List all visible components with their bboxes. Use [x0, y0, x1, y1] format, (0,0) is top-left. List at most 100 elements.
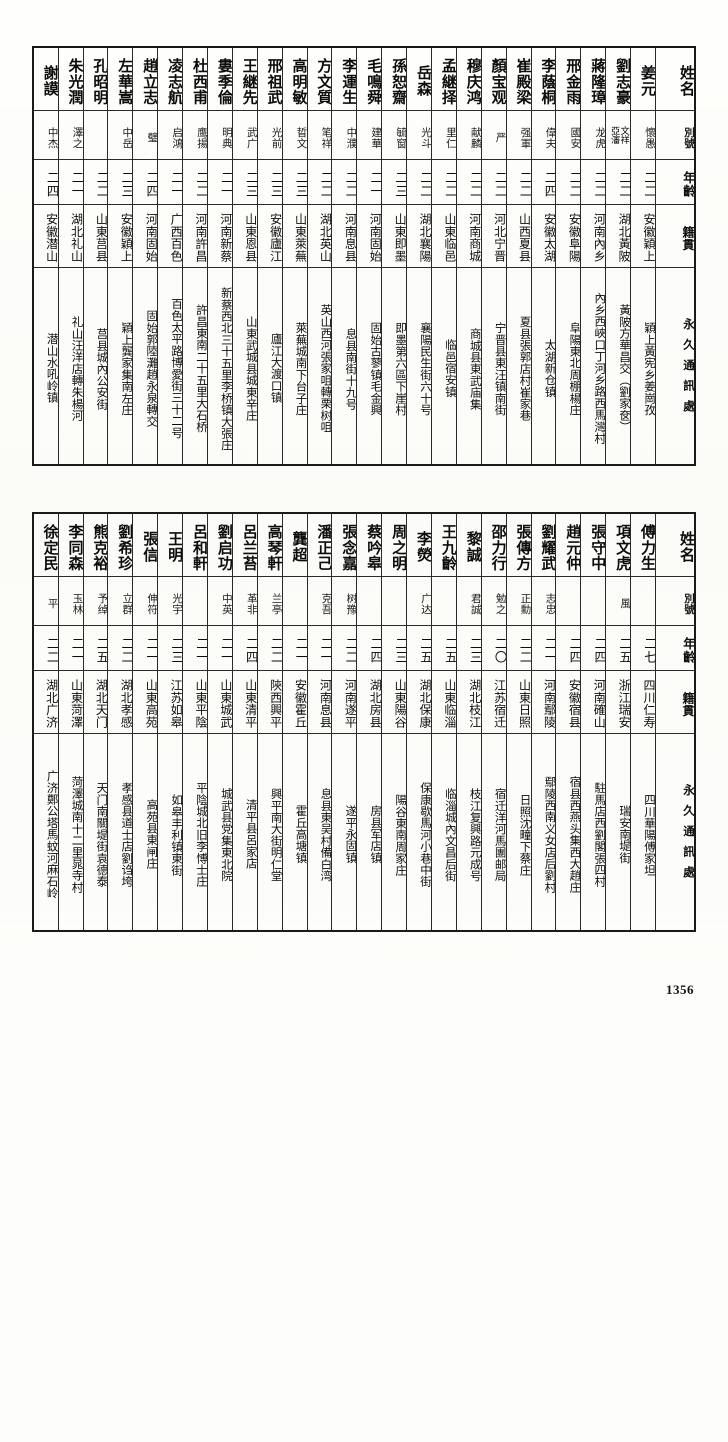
roster-value-address: 穎上黃宪乡姜崗孜	[643, 321, 655, 416]
roster-cell-age: 二三	[157, 625, 184, 671]
roster-value-origin: 河南許昌	[193, 213, 207, 263]
roster-cell-age: 二一	[132, 625, 159, 671]
roster-cell-age: 二二	[480, 159, 507, 205]
roster-value-name: 朱光潤	[66, 57, 83, 105]
roster-value-address: 駐馬店西劉閣張四村	[593, 781, 606, 888]
roster-cell-name: 毛鳴舜	[356, 46, 383, 111]
roster-value-origin: 山東即墨	[393, 213, 407, 263]
roster-cell-age: 二二	[306, 159, 333, 205]
roster-value-alias: 立群	[121, 592, 133, 615]
roster-cell-name: 高明敏	[281, 46, 308, 111]
roster-cell-name: 顏宝观	[480, 46, 507, 111]
roster-value-address: 莒县城內公安街	[95, 327, 108, 410]
roster-cell-address: 房县军店镇	[356, 733, 383, 932]
roster-value-name: 岳森	[414, 65, 431, 97]
roster-cell-name: 左華嵩	[107, 46, 134, 111]
roster-value-age: 二二	[343, 636, 357, 664]
roster-cell-age: 二三	[256, 159, 283, 205]
roster-cell-address: 菏澤城南十二里晁寺村	[57, 733, 84, 932]
roster-cell-origin: 河南固始	[356, 204, 383, 268]
roster-cell-age: 二一	[57, 159, 84, 205]
roster-value-address: 临淄城內文昌后街	[443, 787, 456, 882]
roster-value-name: 龔超	[290, 531, 307, 563]
roster-cell-address: 阜陽東北周棚楊庄	[555, 267, 582, 466]
roster-value-age: 二二	[268, 636, 282, 664]
roster-value-alias: 克吾	[320, 592, 332, 615]
roster-cell-alias: 兰亭	[256, 576, 283, 626]
roster-value-name: 劉希珍	[116, 523, 133, 571]
roster-cell-name: 周之明	[381, 512, 408, 577]
roster-value-address: 宿县西燕头集西大趙庄	[568, 776, 581, 893]
roster-cell-origin: 河南內乡	[580, 204, 607, 268]
roster-cell-alias: 澤之	[57, 110, 84, 160]
roster-value-age: 二二	[318, 170, 332, 198]
roster-cell-age: 二二	[82, 159, 109, 205]
roster-value-alias: 懷愚	[644, 126, 655, 149]
roster-cell-address: 固始古蓼镇毛金興	[356, 267, 383, 466]
roster-cell-age: 二五	[82, 625, 109, 671]
roster-value-origin: 山東清平	[243, 679, 257, 729]
roster-cell-alias	[281, 576, 308, 626]
roster-value-address: 黃陂方華昌交（劉家奁）	[618, 304, 631, 433]
roster-cell-alias: 广达	[406, 576, 432, 626]
column-header-label: 年齡	[681, 170, 694, 198]
roster-value-origin: 湖北英山	[318, 213, 332, 263]
roster-cell-age: 二二	[505, 159, 532, 205]
roster-value-age: 二一	[293, 636, 307, 664]
roster-value-alias: 光斗	[419, 126, 431, 149]
roster-value-alias: 勉之	[494, 592, 506, 615]
roster-cell-age: 二一	[57, 625, 84, 671]
roster-table-top: 姓名 姜元 劉志豪 蔣隆璋 邢金雨 李蔭桐 崔殿梁 顏宝观 穆庆鸿 孟継择 岳森 孫恕齋 毛鳴舜 李運生方…	[32, 46, 696, 466]
roster-cell-name: 熊克裕	[82, 512, 109, 577]
roster-value-alias: 中濮	[345, 126, 357, 149]
roster-cell-age: 二三	[455, 625, 482, 671]
roster-value-origin: 江苏宿迁	[492, 679, 506, 729]
roster-cell-address: 高苑县東闸庄	[132, 733, 159, 932]
roster-cell-name: 李運生	[331, 46, 358, 111]
roster-value-origin: 湖北广济	[44, 679, 58, 729]
roster-value-address: 襄陽民生街六十号	[418, 321, 431, 416]
roster-cell-name: 姜元	[630, 46, 656, 111]
roster-value-alias: 正勳	[519, 592, 531, 615]
roster-value-address: 穎上龔家集南左庄	[120, 321, 133, 416]
roster-value-name: 邢金雨	[564, 57, 581, 105]
roster-cell-origin: 河南鄢陵	[530, 670, 557, 734]
roster-cell-alias: 鹰揚	[182, 110, 208, 160]
roster-value-address: 即墨第六區下崖村	[394, 321, 407, 416]
roster-cell-address: 興平南大街明仁堂	[256, 733, 283, 932]
roster-value-origin: 山東平陰	[193, 679, 207, 729]
roster-cell-address: 襄陽民生街六十号	[406, 267, 432, 466]
roster-value-name: 高琴軒	[265, 523, 282, 571]
roster-value-age: 二三	[119, 170, 133, 198]
roster-cell-alias: 勉之	[480, 576, 507, 626]
roster-value-age: 二二	[492, 170, 506, 198]
roster-cell-address: 枝江复興路元成号	[455, 733, 482, 932]
roster-cell-age: 二二	[455, 159, 482, 205]
roster-cell-origin: 四川仁寿	[630, 670, 656, 734]
roster-value-age: 二五	[442, 636, 456, 664]
roster-value-origin: 湖北黃陂	[617, 213, 631, 263]
roster-cell-origin: 山東临淄	[430, 670, 457, 734]
roster-cell-age: 二二	[605, 159, 632, 205]
roster-value-origin: 山東陽谷	[393, 679, 407, 729]
roster-value-address: 瑞安南堤街	[618, 805, 631, 864]
roster-value-age: 二三	[467, 636, 481, 664]
roster-cell-age: 二五	[430, 625, 457, 671]
roster-cell-address: 新蔡西北三十五里李桥镇大張庄	[206, 267, 233, 466]
roster-cell-address: 莒县城內公安街	[82, 267, 109, 466]
roster-value-address: 保康歇馬河小巷中街	[418, 781, 431, 888]
roster-value-alias: 里仁	[444, 126, 456, 149]
roster-value-address: 潜山水吼岭镇	[45, 333, 58, 404]
roster-cell-name: 黎誠	[455, 512, 482, 577]
roster-cell-alias: 立群	[107, 576, 134, 626]
roster-value-address: 高苑县東闸庄	[145, 799, 158, 870]
roster-cell-alias: 懷愚	[630, 110, 656, 160]
roster-value-origin: 陝西興平	[268, 679, 282, 729]
roster-value-age: 二二	[617, 170, 631, 198]
roster-value-name: 張信	[141, 531, 158, 563]
roster-cell-origin: 安徽穎上	[630, 204, 656, 268]
roster-value-name: 趙立志	[141, 57, 158, 105]
roster-cell-alias: 笔祥	[306, 110, 333, 160]
roster-value-alias: 树豫	[345, 592, 357, 615]
roster-value-origin: 山東日照	[517, 679, 531, 729]
